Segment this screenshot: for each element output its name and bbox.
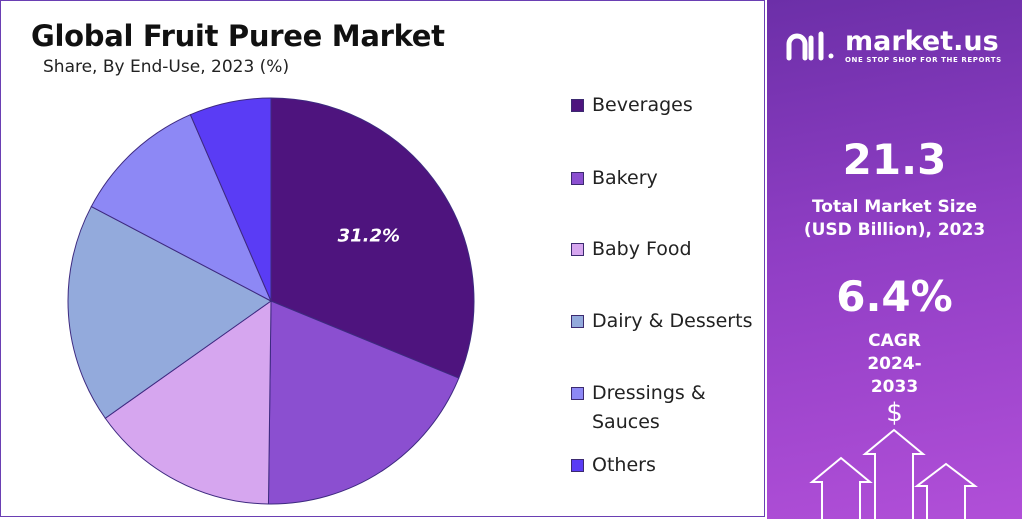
legend-swatch-baby-food xyxy=(571,243,584,256)
legend-item-others: Others xyxy=(571,451,762,480)
stats-panel: market.us ONE STOP SHOP FOR THE REPORTS … xyxy=(767,0,1022,519)
chart-panel: Global Fruit Puree Market Share, By End-… xyxy=(0,0,765,517)
legend-swatch-others xyxy=(571,459,584,472)
pie-chart: 31.2% xyxy=(67,97,475,505)
legend-item-bakery: Bakery xyxy=(571,164,762,193)
data-label-beverages: 31.2% xyxy=(338,225,400,246)
legend-label-bakery: Bakery xyxy=(592,167,658,189)
legend-label-dressings-sauces: Dressings & Sauces xyxy=(592,382,706,433)
growth-arrows-icon xyxy=(809,428,978,519)
legend-label-baby-food: Baby Food xyxy=(592,238,692,260)
legend-swatch-dairy-desserts xyxy=(571,315,584,328)
cagr-value: 6.4% xyxy=(836,272,953,321)
legend-item-dressings-sauces: Dressings & Sauces xyxy=(571,379,722,437)
legend-swatch-bakery xyxy=(571,172,584,185)
legend-label-others: Others xyxy=(592,454,656,476)
dollar-sign-icon: $ xyxy=(886,398,903,428)
pie-slice-others xyxy=(189,97,272,302)
pie-slice-dressings-sauces xyxy=(90,114,273,303)
legend-item-dairy-desserts: Dairy & Desserts xyxy=(571,307,762,336)
pie-slice-baby-food xyxy=(104,300,272,505)
chart-subtitle: Share, By End-Use, 2023 (%) xyxy=(43,57,290,77)
market-size-label: Total Market Size (USD Billion), 2023 xyxy=(803,197,986,240)
brand-tagline: ONE STOP SHOP FOR THE REPORTS xyxy=(845,56,1002,64)
cagr-label: CAGR 2024-2033 xyxy=(867,331,922,397)
legend-item-beverages: Beverages xyxy=(571,91,762,120)
brand-name: market.us xyxy=(845,26,999,57)
pie-slice-beverages xyxy=(270,97,475,379)
chart-title: Global Fruit Puree Market xyxy=(31,19,445,53)
legend-swatch-dressings-sauces xyxy=(571,387,584,400)
pie-slice-bakery xyxy=(267,300,460,505)
market-size-value: 21.3 xyxy=(842,135,947,184)
legend-label-dairy-desserts: Dairy & Desserts xyxy=(592,310,753,332)
legend-item-baby-food: Baby Food xyxy=(571,235,762,264)
legend-label-beverages: Beverages xyxy=(592,94,693,116)
brand-logo: market.us ONE STOP SHOP FOR THE REPORTS xyxy=(785,28,1002,64)
market-us-logo-icon xyxy=(786,31,834,61)
legend-swatch-beverages xyxy=(571,99,584,112)
pie-slice-dairy-desserts xyxy=(67,205,272,419)
